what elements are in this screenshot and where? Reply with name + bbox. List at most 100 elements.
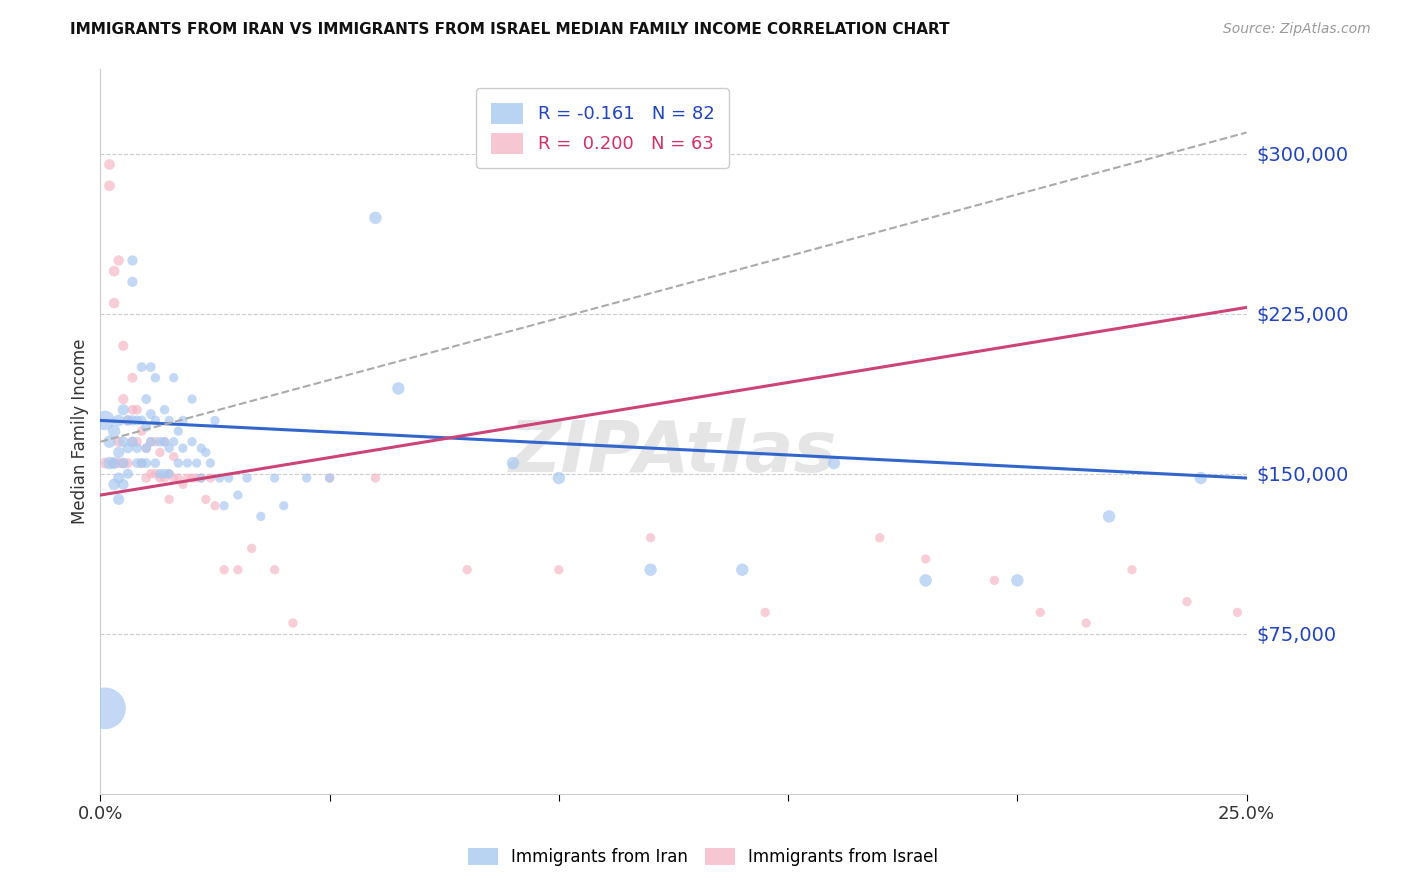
Point: [139, 360, 162, 375]
Point: [98, 157, 121, 171]
Point: [640, 531, 662, 545]
Point: [103, 424, 125, 438]
Point: [190, 471, 212, 485]
Point: [149, 471, 172, 485]
Point: [157, 467, 180, 481]
Point: [149, 445, 172, 459]
Point: [226, 563, 249, 577]
Point: [1189, 471, 1212, 485]
Point: [125, 413, 148, 427]
Point: [145, 434, 167, 449]
Point: [1226, 606, 1249, 620]
Point: [112, 456, 135, 470]
Text: IMMIGRANTS FROM IRAN VS IMMIGRANTS FROM ISRAEL MEDIAN FAMILY INCOME CORRELATION : IMMIGRANTS FROM IRAN VS IMMIGRANTS FROM …: [70, 22, 950, 37]
Point: [107, 456, 129, 470]
Point: [172, 413, 194, 427]
Point: [181, 471, 204, 485]
Point: [131, 456, 153, 470]
Point: [1175, 595, 1198, 609]
Point: [131, 424, 153, 438]
Point: [250, 509, 273, 524]
Point: [157, 413, 180, 427]
Y-axis label: Median Family Income: Median Family Income: [72, 338, 89, 524]
Point: [181, 434, 204, 449]
Point: [167, 424, 190, 438]
Point: [212, 563, 235, 577]
Point: [240, 541, 263, 556]
Point: [117, 441, 139, 455]
Point: [135, 441, 157, 455]
Point: [318, 471, 340, 485]
Point: [754, 606, 776, 620]
Point: [131, 413, 153, 427]
Point: [98, 456, 121, 470]
Point: [135, 456, 157, 470]
Point: [121, 434, 143, 449]
Point: [186, 456, 208, 470]
Point: [112, 477, 135, 491]
Point: [172, 477, 194, 491]
Point: [103, 477, 125, 491]
Point: [153, 434, 176, 449]
Point: [103, 456, 125, 470]
Point: [121, 371, 143, 385]
Point: [387, 381, 409, 395]
Point: [125, 402, 148, 417]
Text: ZIPAtlas: ZIPAtlas: [509, 418, 838, 487]
Point: [295, 471, 318, 485]
Point: [200, 471, 222, 485]
Point: [107, 434, 129, 449]
Point: [135, 392, 157, 406]
Point: [121, 253, 143, 268]
Point: [823, 456, 845, 470]
Point: [107, 413, 129, 427]
Point: [186, 471, 208, 485]
Point: [212, 499, 235, 513]
Point: [163, 371, 186, 385]
Point: [163, 450, 186, 464]
Point: [157, 467, 180, 481]
Point: [139, 434, 162, 449]
Point: [117, 456, 139, 470]
Point: [194, 445, 217, 459]
Point: [547, 563, 569, 577]
Point: [135, 420, 157, 434]
Point: [176, 471, 198, 485]
Point: [112, 434, 135, 449]
Point: [107, 253, 129, 268]
Point: [112, 392, 135, 406]
Point: [125, 456, 148, 470]
Point: [145, 413, 167, 427]
Point: [112, 402, 135, 417]
Point: [167, 471, 190, 485]
Point: [112, 456, 135, 470]
Point: [204, 499, 226, 513]
Point: [139, 467, 162, 481]
Point: [125, 434, 148, 449]
Point: [1029, 606, 1052, 620]
Point: [153, 471, 176, 485]
Point: [226, 488, 249, 502]
Point: [263, 471, 285, 485]
Point: [103, 264, 125, 278]
Point: [135, 441, 157, 455]
Point: [1098, 509, 1121, 524]
Point: [273, 499, 295, 513]
Point: [139, 434, 162, 449]
Point: [640, 563, 662, 577]
Point: [157, 492, 180, 507]
Point: [153, 467, 176, 481]
Point: [121, 275, 143, 289]
Point: [131, 456, 153, 470]
Point: [145, 371, 167, 385]
Point: [112, 339, 135, 353]
Point: [163, 434, 186, 449]
Point: [117, 467, 139, 481]
Point: [218, 471, 240, 485]
Point: [163, 471, 186, 485]
Point: [236, 471, 259, 485]
Point: [194, 492, 217, 507]
Point: [181, 392, 204, 406]
Point: [176, 456, 198, 470]
Point: [103, 456, 125, 470]
